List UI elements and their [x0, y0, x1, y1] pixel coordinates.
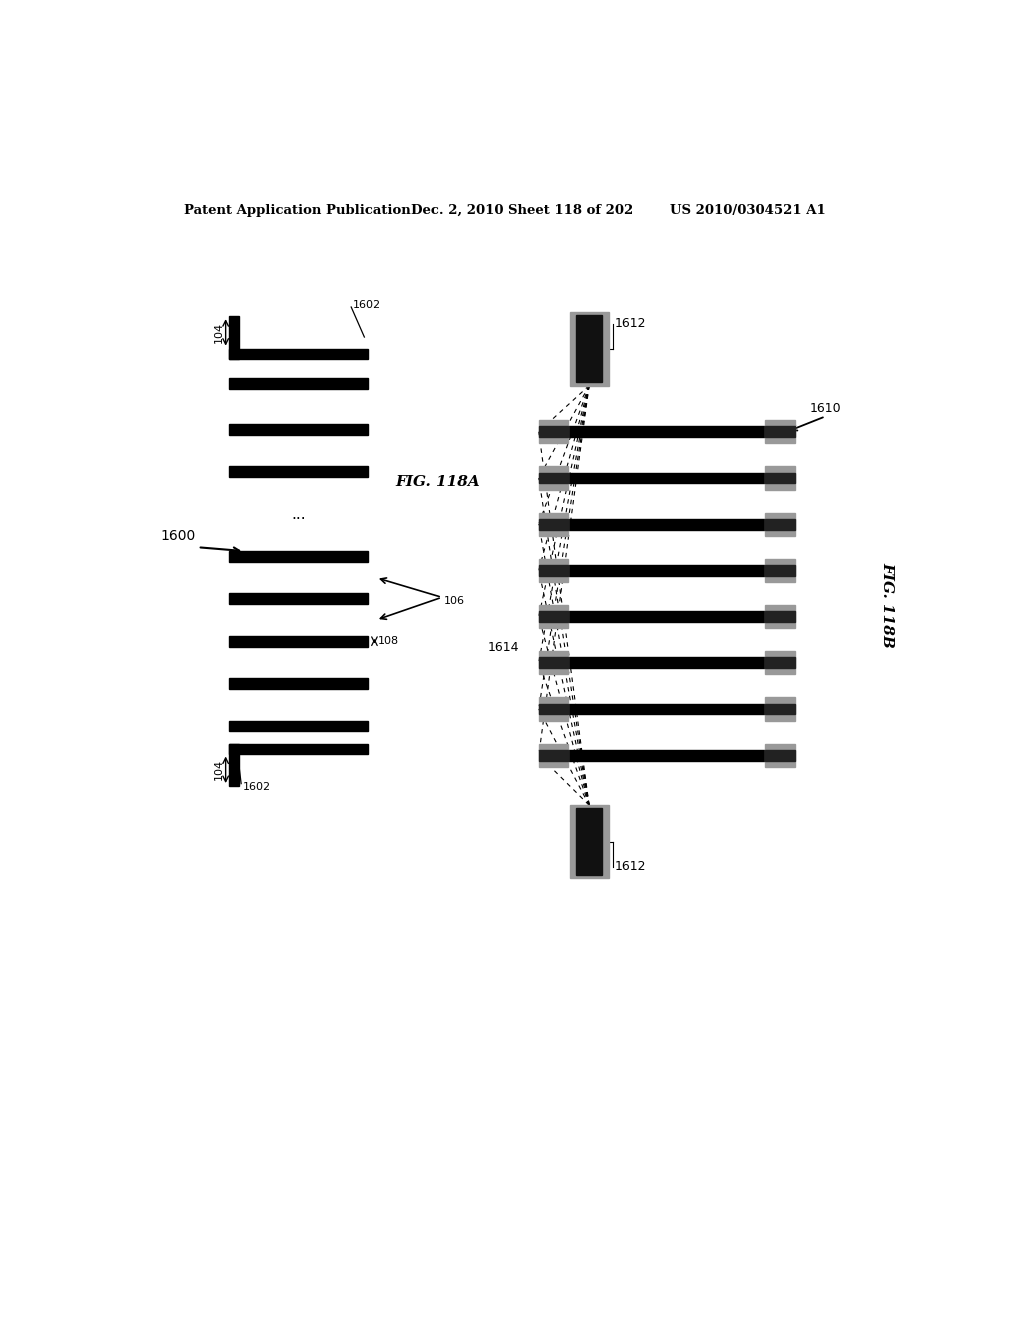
Text: Patent Application Publication: Patent Application Publication: [183, 205, 411, 218]
Bar: [765, 611, 795, 622]
Bar: [228, 721, 369, 731]
Bar: [568, 473, 765, 483]
Bar: [575, 315, 602, 383]
Text: 1610: 1610: [810, 403, 842, 416]
Bar: [539, 512, 568, 536]
Bar: [568, 519, 765, 529]
Text: US 2010/0304521 A1: US 2010/0304521 A1: [671, 205, 826, 218]
Bar: [765, 466, 795, 490]
Text: FIG. 118B: FIG. 118B: [881, 562, 895, 648]
Text: 1602: 1602: [243, 781, 270, 792]
Bar: [228, 743, 239, 785]
Bar: [539, 519, 568, 529]
Text: 1602: 1602: [352, 300, 381, 310]
Bar: [569, 313, 608, 385]
Bar: [765, 426, 795, 437]
Bar: [568, 657, 765, 668]
Bar: [765, 420, 795, 444]
Bar: [228, 424, 369, 434]
Bar: [228, 678, 369, 689]
Bar: [765, 750, 795, 760]
Bar: [765, 657, 795, 668]
Bar: [765, 743, 795, 767]
Bar: [539, 420, 568, 444]
Text: 1612: 1612: [614, 861, 646, 874]
Text: 108: 108: [378, 636, 398, 647]
Bar: [539, 743, 568, 767]
Bar: [568, 750, 765, 760]
Bar: [765, 651, 795, 675]
Bar: [568, 704, 765, 714]
Bar: [539, 466, 568, 490]
Bar: [765, 697, 795, 721]
Bar: [765, 605, 795, 628]
Bar: [228, 594, 369, 605]
Text: 1614: 1614: [487, 640, 519, 653]
Bar: [539, 605, 568, 628]
Bar: [569, 805, 608, 878]
Bar: [568, 426, 765, 437]
Bar: [765, 704, 795, 714]
Bar: [765, 473, 795, 483]
Bar: [539, 565, 568, 576]
Text: 104: 104: [214, 322, 224, 343]
Bar: [539, 697, 568, 721]
Bar: [765, 565, 795, 576]
Bar: [568, 565, 765, 576]
Bar: [765, 519, 795, 529]
Text: 1612: 1612: [614, 317, 646, 330]
Text: ...: ...: [291, 507, 306, 521]
Text: Dec. 2, 2010: Dec. 2, 2010: [411, 205, 504, 218]
Bar: [539, 473, 568, 483]
Bar: [765, 512, 795, 536]
Text: 1600: 1600: [161, 529, 196, 543]
Bar: [539, 657, 568, 668]
Bar: [228, 743, 369, 754]
Text: FIG. 118A: FIG. 118A: [395, 475, 480, 488]
Text: Sheet 118 of 202: Sheet 118 of 202: [508, 205, 633, 218]
Bar: [228, 317, 239, 359]
Bar: [539, 750, 568, 760]
Bar: [228, 466, 369, 478]
Bar: [765, 558, 795, 582]
Bar: [539, 704, 568, 714]
Text: 104: 104: [214, 759, 224, 780]
Bar: [539, 651, 568, 675]
Bar: [228, 552, 369, 562]
Bar: [575, 808, 602, 875]
Bar: [228, 636, 369, 647]
Bar: [568, 611, 765, 622]
Bar: [539, 426, 568, 437]
Text: 106: 106: [444, 597, 465, 606]
Bar: [539, 611, 568, 622]
Bar: [228, 348, 369, 359]
Bar: [539, 558, 568, 582]
Bar: [228, 378, 369, 388]
